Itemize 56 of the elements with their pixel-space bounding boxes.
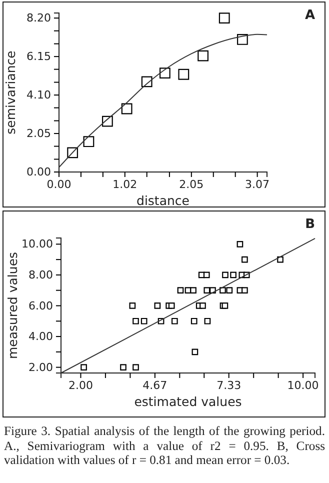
point <box>120 364 126 370</box>
x-tick-label: 4.67 <box>142 378 168 392</box>
text: B <box>305 217 315 232</box>
point <box>220 287 226 294</box>
point <box>80 364 87 370</box>
point <box>236 240 244 248</box>
point <box>222 272 228 278</box>
point <box>132 318 139 324</box>
point <box>226 287 233 294</box>
line-series <box>58 34 268 168</box>
y-tick-label: 10.00 <box>22 238 53 251</box>
y-axis-title: measured values <box>5 252 20 360</box>
point <box>242 256 248 263</box>
x-axis-title: estimated values <box>134 394 242 409</box>
point <box>132 364 139 370</box>
y-tick-label: 6.15 <box>26 50 51 64</box>
point <box>218 12 230 24</box>
y-tick-label: 8.20 <box>26 12 51 25</box>
point <box>178 68 190 80</box>
point <box>192 348 198 356</box>
caption: Figure 3. Spatial analysis of the length of the growing period. A., Semivariogram with a value of r2 = 0.95. B, Cross validation with values of r = 0.81 and mean error = 0.03. <box>4 424 325 468</box>
y-tick-label: 4.00 <box>28 330 53 344</box>
point <box>204 287 210 294</box>
y-tick-label: 2.05 <box>26 127 51 140</box>
point <box>198 50 208 62</box>
point <box>200 302 206 309</box>
point <box>129 302 136 309</box>
y-tick-label: 6.00 <box>28 299 53 312</box>
x-tick-label: 1.02 <box>112 178 138 191</box>
point <box>121 103 132 114</box>
point <box>190 287 196 294</box>
x-tick-label: 3.07 <box>245 178 270 191</box>
point <box>171 318 178 324</box>
y-tick-label: 2.00 <box>28 360 53 374</box>
point <box>168 302 175 309</box>
y-tick-label: 0.00 <box>26 166 51 179</box>
x-tick-label: 2.05 <box>179 178 204 191</box>
x-tick-label: 7.33 <box>216 378 242 392</box>
x-tick-label: 0.00 <box>46 178 72 191</box>
point <box>242 287 248 294</box>
y-axis-title: semivariance <box>3 50 18 134</box>
y-tick-label: 8.00 <box>28 268 53 282</box>
point <box>154 302 161 309</box>
point <box>83 136 94 148</box>
x-tick-label: 10.00 <box>287 378 319 392</box>
point <box>159 68 170 79</box>
x-tick-label: 2.00 <box>68 378 93 392</box>
point <box>190 318 198 324</box>
text: A <box>304 8 315 23</box>
point <box>230 272 236 278</box>
x-axis-title: distance <box>136 193 190 208</box>
point <box>177 287 184 294</box>
point <box>140 318 148 324</box>
point <box>203 272 210 278</box>
y-tick-label: 4.10 <box>26 88 51 102</box>
point <box>204 318 211 324</box>
